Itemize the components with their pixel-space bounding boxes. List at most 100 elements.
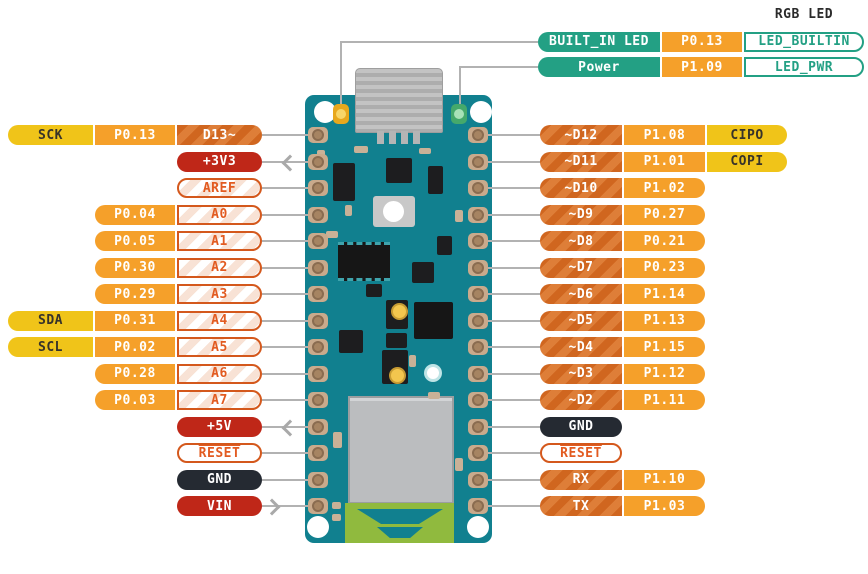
signal-led-pwr: LED_PWR [744, 57, 864, 77]
smd-component [455, 210, 463, 222]
pin-a2-left: A2 [177, 257, 262, 278]
arrow-left-icon [281, 419, 299, 436]
smd-component [354, 146, 368, 153]
port-p1-13: P1.13 [624, 310, 705, 331]
port-p1-09: P1.09 [662, 57, 742, 77]
port-p0-13: P0.13 [95, 125, 175, 145]
pin-a5-left: A5 [177, 337, 262, 357]
port-p0-27: P0.27 [624, 204, 705, 225]
wire [459, 66, 538, 68]
pin-pad [308, 445, 328, 461]
wire [486, 187, 540, 189]
wire [262, 134, 314, 136]
wire [262, 319, 314, 322]
wire [262, 346, 314, 348]
pin-d4-right: ~D4 [540, 337, 622, 357]
pin-pad [308, 471, 328, 488]
builtin-led [333, 104, 349, 124]
pin-a7-left: A7 [177, 390, 262, 410]
wire [486, 213, 540, 216]
pin-d9-right: ~D9 [540, 204, 622, 225]
pin-d6-right: ~D6 [540, 284, 622, 304]
pin-pad [468, 365, 488, 382]
wire [486, 478, 540, 481]
pin-pad [468, 259, 488, 276]
wire [262, 293, 314, 295]
port-p1-10: P1.10 [624, 469, 705, 490]
pin-a6-left: A6 [177, 363, 262, 384]
pin-a1-left: A1 [177, 231, 262, 251]
port-p1-01: P1.01 [624, 151, 705, 172]
wire [262, 372, 314, 375]
pin-rx-right: RX [540, 469, 622, 490]
wire [486, 319, 540, 322]
wire [486, 399, 540, 401]
pin-pad [468, 471, 488, 488]
port-p1-08: P1.08 [624, 125, 705, 145]
wire [262, 266, 314, 269]
port-p0-23: P0.23 [624, 257, 705, 278]
pin-pad [308, 312, 328, 329]
led-function-power: Power [538, 57, 660, 77]
usb-solder-pin [377, 131, 384, 144]
pin-pad [468, 445, 488, 461]
fiducial-dot [427, 367, 439, 379]
mounting-hole [307, 516, 329, 538]
bus-scl: SCL [8, 337, 93, 357]
smd-component [455, 458, 463, 471]
pin-pad [468, 180, 488, 196]
pin-d3-right: ~D3 [540, 363, 622, 384]
pin-pad [468, 339, 488, 355]
pin-pad [308, 498, 328, 514]
arrow-right-icon [263, 498, 281, 516]
pin-aref-left: AREF [177, 178, 262, 198]
wire [341, 40, 538, 43]
port-p1-14: P1.14 [624, 284, 705, 304]
wire [486, 293, 540, 295]
arrow-left-icon [281, 154, 299, 171]
pin-pad [468, 392, 488, 408]
pin-vin-left: VIN [177, 496, 262, 516]
antenna-chevron [377, 527, 423, 538]
mounting-hole [470, 101, 492, 123]
wire [459, 66, 461, 106]
port-p0-04: P0.04 [95, 204, 175, 225]
usb-solder-pin [389, 131, 396, 144]
pin-pad [308, 127, 328, 143]
pin-pad [308, 180, 328, 196]
test-point [391, 303, 408, 320]
reset-button[interactable] [373, 196, 415, 227]
smd-component [333, 432, 342, 448]
pin-tx-right: TX [540, 496, 622, 516]
bus-sda: SDA [8, 310, 93, 331]
pin-a0-left: A0 [177, 204, 262, 225]
pin-pad [468, 286, 488, 302]
pin-3v3-left: +3V3 [177, 151, 262, 172]
pin-d13-left: D13~ [177, 125, 262, 145]
wire [486, 452, 540, 454]
smd-component [412, 262, 434, 283]
port-p1-02: P1.02 [624, 178, 705, 198]
mounting-hole [314, 101, 336, 123]
wire [486, 425, 540, 428]
wire [486, 372, 540, 375]
pin-pad [468, 233, 488, 249]
signal-led-builtin: LED_BUILTIN [744, 31, 864, 52]
smd-component [345, 205, 352, 216]
smd-component [428, 392, 440, 399]
wire [262, 425, 314, 428]
port-p0-03: P0.03 [95, 390, 175, 410]
smd-component [326, 231, 338, 238]
smd-component [428, 166, 443, 194]
mounting-hole [467, 516, 489, 538]
pin-d10-right: ~D10 [540, 178, 622, 198]
rf-shield [348, 396, 454, 504]
wire [262, 213, 314, 216]
pin-gnd-right: GND [540, 416, 622, 437]
pin-5v-left: +5V [177, 416, 262, 437]
pin-d2-right: ~D2 [540, 390, 622, 410]
pin-pad [308, 233, 328, 249]
wire [486, 134, 540, 136]
smd-component [437, 236, 452, 255]
pin-pad [308, 418, 328, 435]
